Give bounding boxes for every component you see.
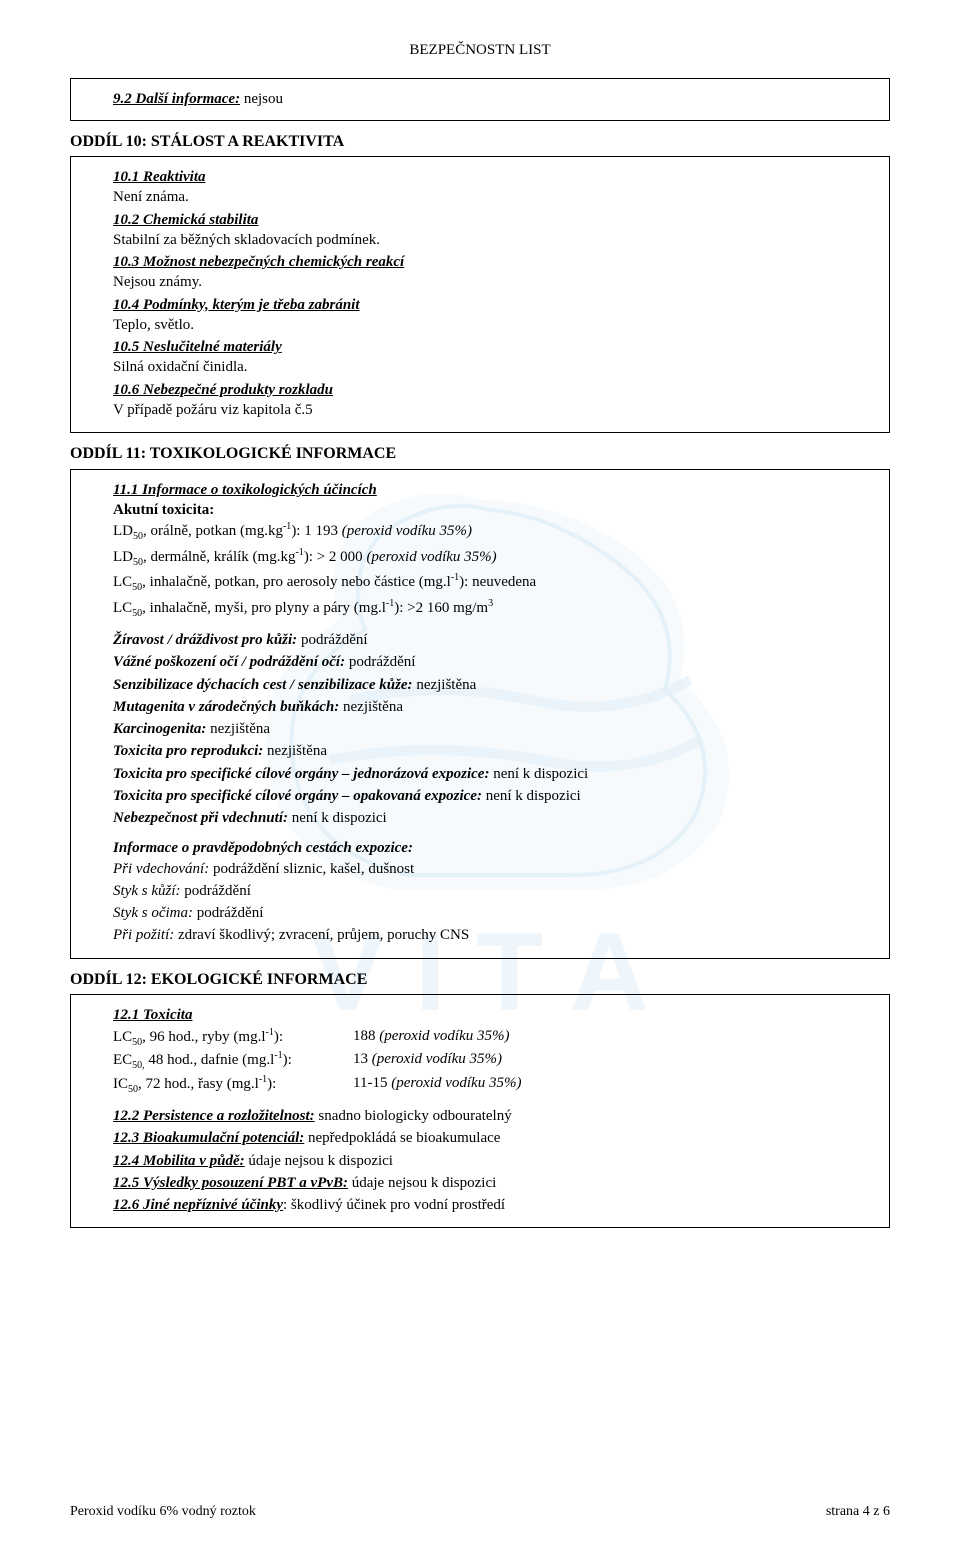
s11-z6: Toxicita pro reprodukci: nezjištěna [113,741,877,761]
s9-2-value: nejsou [240,91,283,107]
s11-lc50-inh2: LC50, inhalačně, myši, pro plyny a páry … [113,597,877,621]
section-11-title: ODDÍL 11: TOXIKOLOGICKÉ INFORMACE [70,443,890,465]
s12-r2: EC50, 48 hod., dafnie (mg.l-1): 13 (pero… [113,1049,877,1073]
page-footer: Peroxid vodíku 6% vodný roztok strana 4 … [70,1503,890,1522]
section-12-title: ODDÍL 12: EKOLOGICKÉ INFORMACE [70,969,890,991]
s10-3-h: 10.3 Možnost nebezpečných chemických rea… [113,252,877,272]
s12-1-h: 12.1 Toxicita [113,1005,877,1025]
s11-i3: Styk s očima: podráždění [113,903,877,923]
s11-z3: Senzibilizace dýchacích cest / senzibili… [113,675,877,695]
section-10-box: 10.1 Reaktivita Není známa. 10.2 Chemick… [70,156,890,433]
s12-r3: IC50, 72 hod., řasy (mg.l-1): 11-15 (per… [113,1073,877,1097]
s11-z2: Vážné poškození očí / podráždění očí: po… [113,652,877,672]
s11-z8: Toxicita pro specifické cílové orgány – … [113,786,877,806]
s12-2: 12.2 Persistence a rozložitelnost: snadn… [113,1106,877,1126]
s10-5-t: Silná oxidační činidla. [113,357,877,377]
s11-z9: Nebezpečnost při vdechnutí: není k dispo… [113,808,877,828]
s11-z1: Žíravost / dráždivost pro kůži: podráždě… [113,630,877,650]
section-10-title: ODDÍL 10: STÁLOST A REAKTIVITA [70,131,890,153]
s11-i1: Při vdechování: podráždění sliznic, kaše… [113,859,877,879]
s10-6-t: V případě požáru viz kapitola č.5 [113,400,877,420]
s12-5: 12.5 Výsledky posouzení PBT a vPvB: údaj… [113,1173,877,1193]
s11-lc50-inh1: LC50, inhalačně, potkan, pro aerosoly ne… [113,571,877,595]
s11-info-h: Informace o pravděpodobných cestách expo… [113,838,877,858]
s10-1-h: 10.1 Reaktivita [113,167,877,187]
s11-z4: Mutagenita v zárodečných buňkách: nezjiš… [113,697,877,717]
section-11-box: 11.1 Informace o toxikologických účincíc… [70,469,890,959]
s11-ld50-derm: LD50, dermálně, králík (mg.kg-1): > 2 00… [113,546,877,570]
s12-6: 12.6 Jiné nepříznivé účinky: škodlivý úč… [113,1195,877,1215]
s10-4-t: Teplo, světlo. [113,315,877,335]
footer-right: strana 4 z 6 [826,1503,890,1522]
s10-4-h: 10.4 Podmínky, kterým je třeba zabránit [113,295,877,315]
s10-6-h: 10.6 Nebezpečné produkty rozkladu [113,380,877,400]
s11-ld50-oral: LD50, orálně, potkan (mg.kg-1): 1 193 (p… [113,520,877,544]
s10-3-t: Nejsou známy. [113,272,877,292]
s11-z7: Toxicita pro specifické cílové orgány – … [113,764,877,784]
s10-5-h: 10.5 Neslučitelné materiály [113,337,877,357]
s10-2-t: Stabilní za běžných skladovacích podmíne… [113,230,877,250]
s11-z5: Karcinogenita: nezjištěna [113,719,877,739]
section-9-2-box: 9.2 Další informace: nejsou [70,78,890,120]
s12-3: 12.3 Bioakumulační potenciál: nepředpokl… [113,1128,877,1148]
s10-2-h: 10.2 Chemická stabilita [113,210,877,230]
s11-1-h: 11.1 Informace o toxikologických účincíc… [113,480,877,500]
s11-i2: Styk s kůží: podráždění [113,881,877,901]
s9-2-label: 9.2 Další informace: [113,91,240,107]
footer-left: Peroxid vodíku 6% vodný roztok [70,1503,256,1522]
page-header: BEZPEČNOSTN LIST [70,40,890,60]
s11-akutni: Akutní toxicita: [113,500,877,520]
section-12-box: 12.1 Toxicita LC50, 96 hod., ryby (mg.l-… [70,994,890,1228]
s12-4: 12.4 Mobilita v půdě: údaje nejsou k dis… [113,1151,877,1171]
s12-r1: LC50, 96 hod., ryby (mg.l-1): 188 (perox… [113,1026,877,1050]
s11-i4: Při požití: zdraví škodlivý; zvracení, p… [113,925,877,945]
s10-1-t: Není známa. [113,187,877,207]
